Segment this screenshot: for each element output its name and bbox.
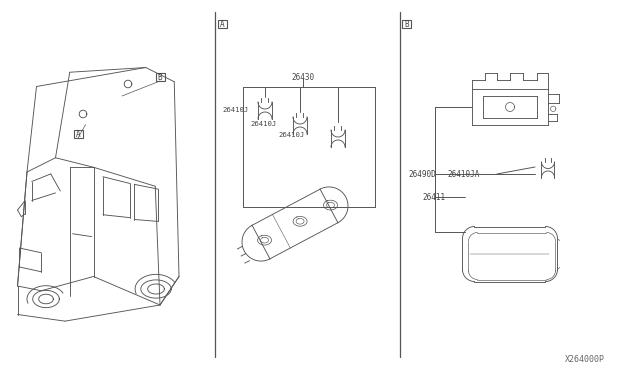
Text: 26490D: 26490D	[408, 170, 436, 179]
Text: B: B	[404, 19, 410, 29]
Text: 26410J: 26410J	[278, 132, 304, 138]
FancyBboxPatch shape	[156, 73, 164, 81]
Text: 26410J: 26410J	[222, 107, 248, 113]
Text: A: A	[220, 19, 224, 29]
Text: 26430: 26430	[291, 73, 315, 81]
Text: 26410J: 26410J	[250, 121, 276, 127]
FancyBboxPatch shape	[218, 20, 227, 28]
Text: B: B	[157, 73, 163, 81]
Text: 26411: 26411	[422, 192, 445, 202]
Text: 26410JA: 26410JA	[447, 170, 479, 179]
Text: A: A	[76, 129, 80, 138]
Text: X264000P: X264000P	[565, 356, 605, 365]
FancyBboxPatch shape	[74, 130, 83, 138]
FancyBboxPatch shape	[403, 20, 412, 28]
